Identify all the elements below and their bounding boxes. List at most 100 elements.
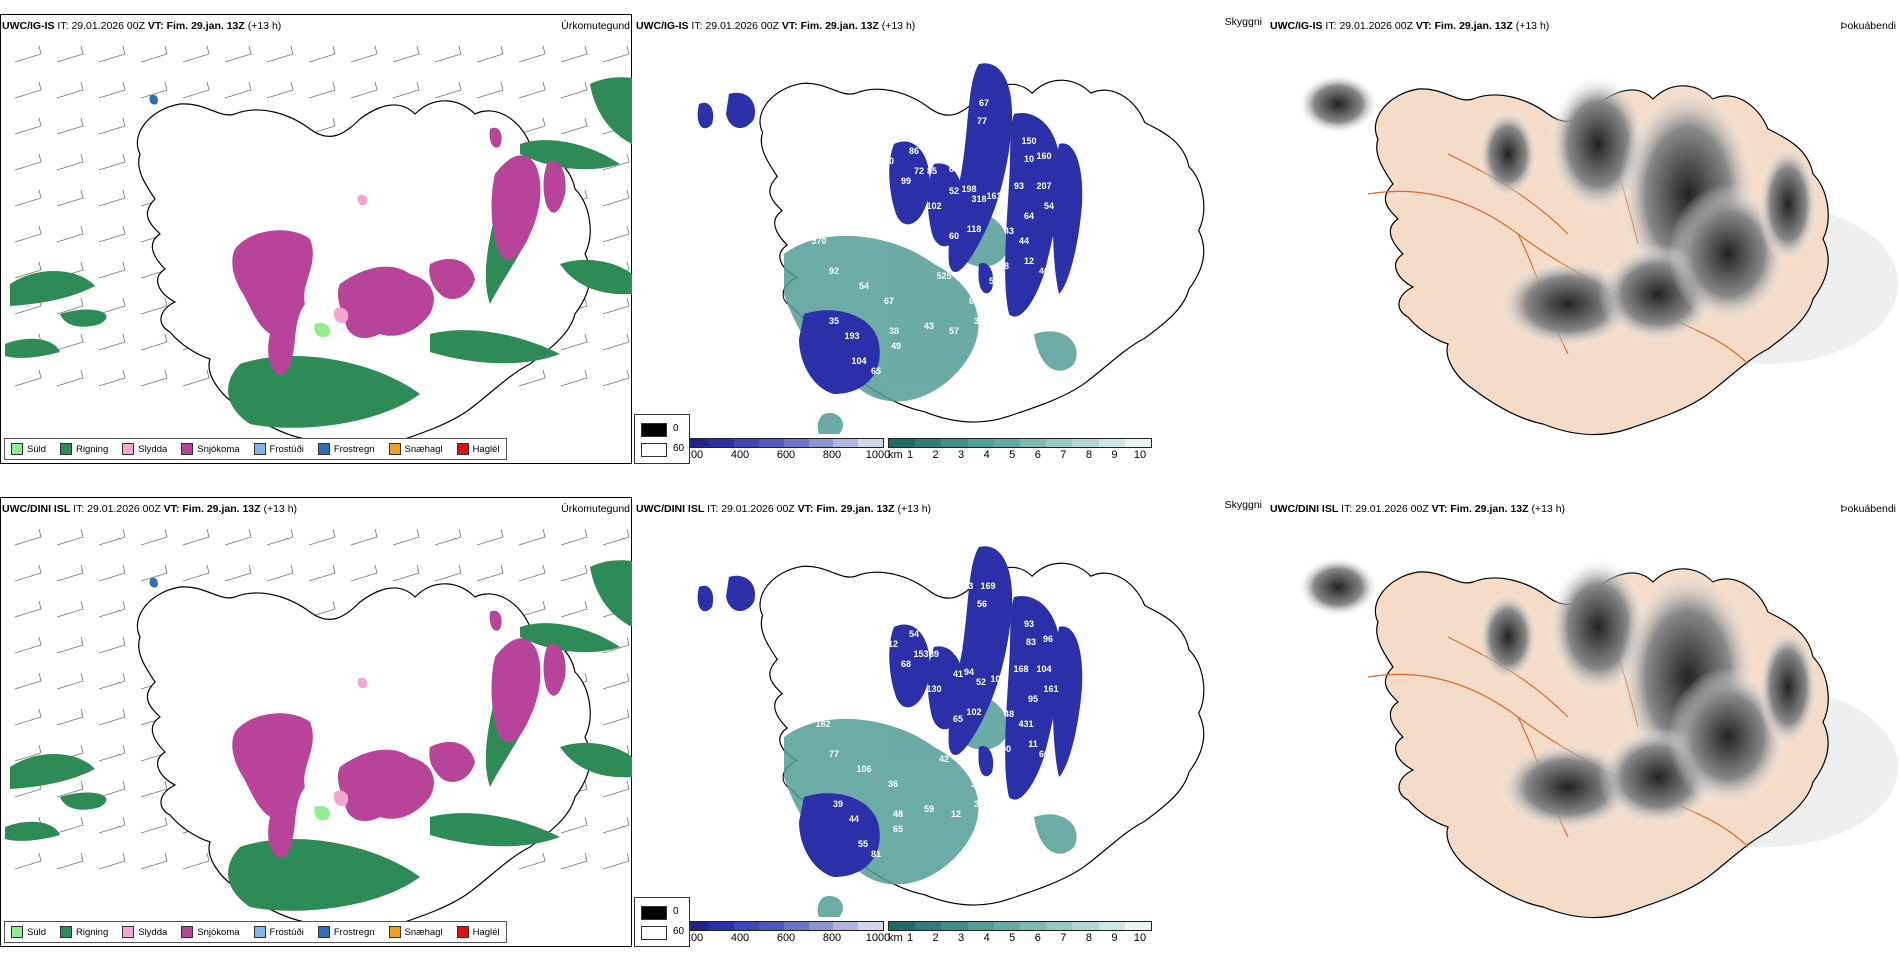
map-frame (0, 14, 632, 464)
km-tick: 4 (983, 932, 990, 944)
visibility-value: 54 (859, 281, 869, 291)
visibility-value: 90 (884, 156, 894, 166)
visibility-value: 52 (976, 677, 986, 687)
legend-swatch (388, 443, 401, 455)
legend-item: Slydda (122, 443, 167, 455)
visibility-value: 89 (929, 649, 939, 659)
wind-barb (308, 81, 336, 99)
wind-barb (602, 852, 630, 870)
wind-barb (98, 369, 126, 387)
model-name: UWC/DINI ISL (1270, 503, 1339, 515)
legend-swatch (317, 443, 330, 455)
legend-label: Rigning (76, 926, 109, 938)
legend-label: Haglél (472, 926, 500, 938)
visibility-value: 55 (858, 839, 868, 849)
wind-barb (182, 45, 210, 63)
wind-barb (98, 261, 126, 279)
wind-barb (182, 369, 210, 387)
wind-barb (14, 81, 42, 99)
wind-barb (56, 852, 84, 870)
wind-barb (14, 636, 42, 654)
wind-barb (98, 528, 126, 546)
visibility-value: 39 (971, 779, 981, 789)
lead-time: (+13 h) (897, 503, 932, 515)
visibility-value: 12 (888, 639, 898, 649)
fog-legend-label: 60 (673, 443, 685, 454)
visibility-value: 130 (926, 684, 941, 694)
vt-value: Fim. 29.jan. 13Z (1434, 20, 1513, 32)
it-value: 29.01.2026 00Z (71, 20, 145, 32)
visibility-value: 65 (893, 824, 903, 834)
wind-barb (518, 369, 546, 387)
vt-value: Fim. 29.jan. 13Z (816, 503, 895, 515)
visibility-value: 33 (916, 719, 926, 729)
visibility-value: 95 (1028, 694, 1038, 704)
wind-barb (182, 528, 210, 546)
km-colorbar-gradient (888, 921, 1152, 931)
wind-barb (434, 81, 462, 99)
legend-item: Snæhagl (388, 926, 443, 938)
visibility-value: 90 (1001, 744, 1011, 754)
precip-type-panel: UWC/IG-IS IT: 29.01.2026 00Z VT: Fim. 29… (0, 14, 634, 466)
wind-barb (560, 333, 588, 351)
field-title: Úrkomutegund (561, 20, 630, 32)
visibility-value: 77 (829, 749, 839, 759)
wind-barb (140, 816, 168, 834)
wind-barb (14, 189, 42, 207)
visibility-value: 102 (926, 201, 941, 211)
wind-barb (518, 81, 546, 99)
km-unit: km (888, 932, 903, 944)
wind-barb (560, 81, 588, 99)
visibility-value: 67 (884, 296, 894, 306)
visibility-value: 169 (980, 581, 995, 591)
wind-barb (98, 333, 126, 351)
visibility-value: 318 (971, 194, 986, 204)
wind-barb (560, 117, 588, 135)
wind-barb (560, 600, 588, 618)
height-tick: 600 (776, 449, 796, 461)
lead-time: (+13 h) (881, 20, 916, 32)
legend-item: Snjókoma (181, 443, 240, 455)
km-colorbar: km 1 2 3 4 5 6 7 8 9 10 (888, 921, 1152, 951)
visibility-value: 67 (979, 98, 989, 108)
visibility-value: 207 (1036, 181, 1051, 191)
wind-barb (518, 564, 546, 582)
visibility-value: 60 (949, 231, 959, 241)
fog-legend: 0 60 (634, 414, 690, 464)
visibility-value: 44 (1019, 236, 1029, 246)
visibility-value: 431 (1018, 719, 1033, 729)
wind-barb (56, 780, 84, 798)
wind-barb (56, 297, 84, 315)
visibility-value: 297 (808, 699, 823, 709)
visibility-value: 36 (888, 779, 898, 789)
wind-barb (602, 780, 630, 798)
legend-item: Súld (11, 443, 46, 455)
wind-barb (602, 153, 630, 171)
fog-areas (1298, 74, 1818, 349)
panel-header: UWC/IG-IS IT: 29.01.2026 00Z VT: Fim. 29… (2, 20, 281, 32)
legend-label: Snjókoma (197, 926, 240, 938)
visibility-value: 118 (967, 224, 982, 234)
visibility-value: 52 (949, 186, 959, 196)
wind-barb (392, 81, 420, 99)
visibility-value: 182 (815, 719, 830, 729)
fog-legend-swatch (641, 926, 667, 940)
legend-item: Frostregn (317, 443, 375, 455)
km-tick: 8 (1085, 932, 1092, 944)
legend-item: Snjókoma (181, 926, 240, 938)
visibility-value: 66 (1039, 749, 1049, 759)
km-unit: km (888, 449, 903, 461)
wind-barb (14, 45, 42, 63)
wind-barb (560, 45, 588, 63)
visibility-value: 10 (1024, 154, 1034, 164)
legend-label: Snæhagl (404, 926, 443, 938)
it-value: 29.01.2026 00Z (87, 503, 161, 515)
wind-barb (98, 852, 126, 870)
fog-panel: UWC/IG-IS IT: 29.01.2026 00Z VT: Fim. 29… (1268, 14, 1900, 466)
wind-barb (476, 81, 504, 99)
legend-swatch (11, 926, 23, 938)
panel-header: UWC/DINI ISL IT: 29.01.2026 00Z VT: Fim.… (2, 503, 297, 515)
legend-swatch (456, 443, 469, 455)
